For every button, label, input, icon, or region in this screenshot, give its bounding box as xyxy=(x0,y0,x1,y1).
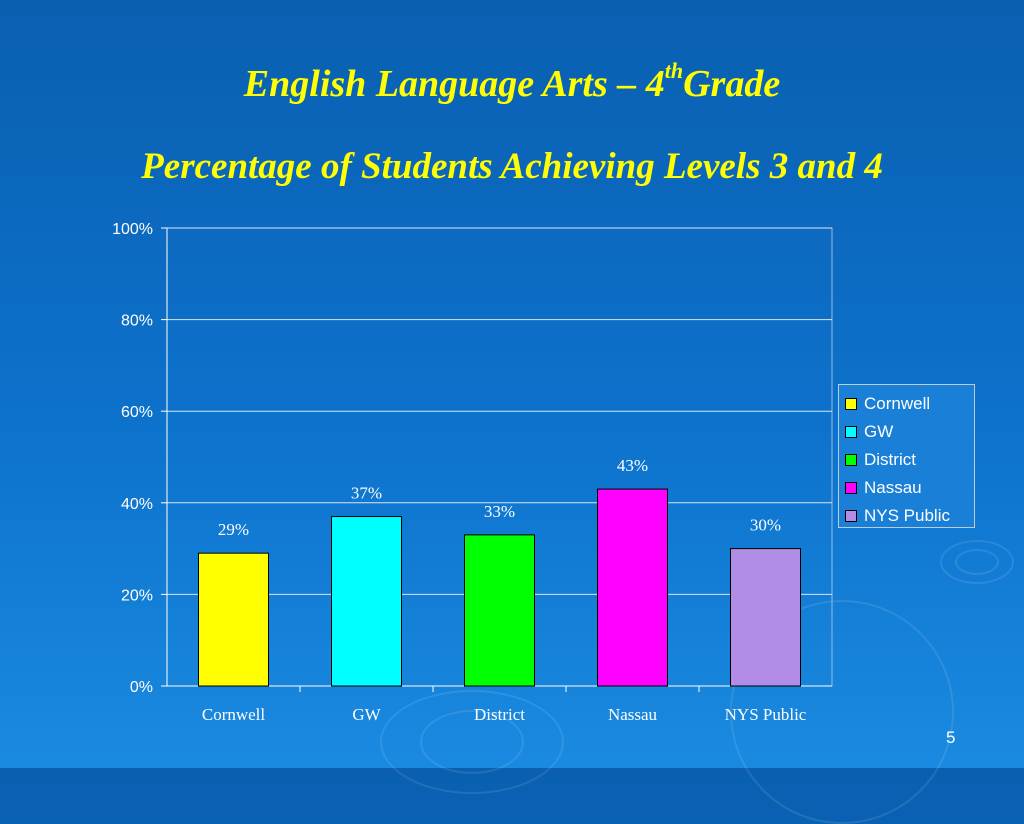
y-tick-label: 60% xyxy=(121,404,153,421)
y-tick-label: 80% xyxy=(121,313,153,330)
slide-title-superscript: th xyxy=(664,58,684,83)
legend-label: Cornwell xyxy=(864,394,931,413)
x-tick-label: Cornwell xyxy=(202,705,266,724)
legend-item: District xyxy=(845,446,974,474)
legend-item: Cornwell xyxy=(845,390,974,418)
legend-label: District xyxy=(864,450,916,469)
legend-label: Nassau xyxy=(864,478,922,497)
bar-nassau xyxy=(597,488,668,687)
bar-cornwell xyxy=(198,552,269,687)
legend-swatch xyxy=(845,454,857,466)
y-tick-label: 20% xyxy=(121,587,153,604)
bar-nys-public xyxy=(730,548,801,687)
y-tick-label: 100% xyxy=(112,221,153,238)
slide-title-end: Grade xyxy=(683,63,781,105)
y-tick-label: 40% xyxy=(121,496,153,513)
slide-subtitle: Percentage of Students Achieving Levels … xyxy=(141,146,883,187)
data-label: 43% xyxy=(617,456,648,475)
legend-item: NYS Public xyxy=(845,502,974,530)
data-label: 29% xyxy=(218,520,249,539)
legend-swatch xyxy=(845,482,857,494)
y-tick-label: 0% xyxy=(130,679,153,696)
data-label: 37% xyxy=(351,484,382,503)
legend-label: NYS Public xyxy=(864,506,950,525)
legend-label: GW xyxy=(864,422,894,441)
legend-item: Nassau xyxy=(845,474,974,502)
data-label: 30% xyxy=(750,516,781,535)
legend-swatch xyxy=(845,426,857,438)
chart-legend: Cornwell GW District Nassau NYS Public xyxy=(838,384,975,528)
bar-district xyxy=(464,534,535,687)
x-tick-label: Nassau xyxy=(608,705,658,724)
bar-chart: 0% 20% 40% 60% 80% 100% 29% Cornwell 37% GW 33% Dis… xyxy=(112,221,833,724)
slide-title-main: English Language Arts – 4 xyxy=(243,63,665,105)
x-tick-label: GW xyxy=(352,705,381,724)
x-tick-label: District xyxy=(474,705,525,724)
x-tick-label: NYS Public xyxy=(725,705,807,724)
ripple-decoration xyxy=(940,540,1014,584)
data-label: 33% xyxy=(484,502,515,521)
legend-swatch xyxy=(845,398,857,410)
legend-item: GW xyxy=(845,418,974,446)
legend-swatch xyxy=(845,510,857,522)
slide-title: English Language Arts – 4thGrade xyxy=(0,58,1024,106)
ripple-decoration xyxy=(955,549,999,575)
bar-gw xyxy=(331,516,402,687)
page-number: 5 xyxy=(946,728,956,747)
